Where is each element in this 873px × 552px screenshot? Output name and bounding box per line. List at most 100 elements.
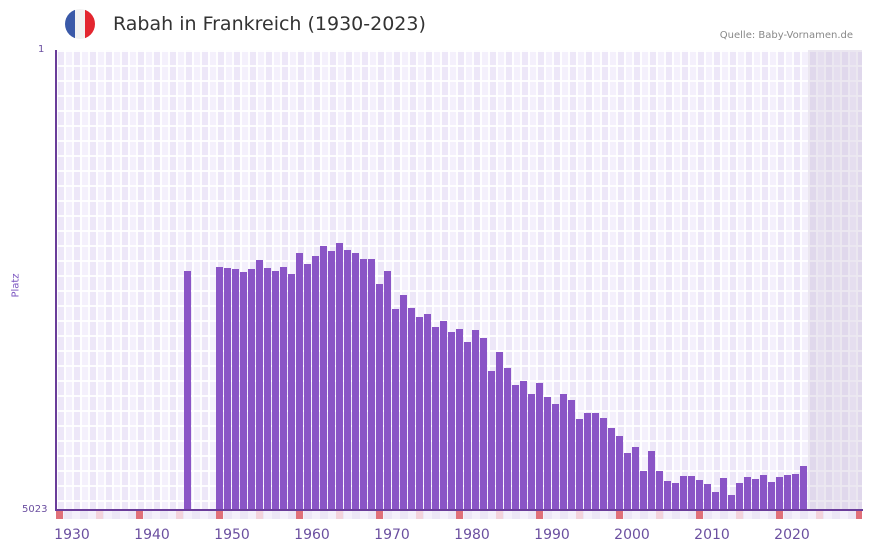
bar-2013[interactable] — [720, 477, 727, 510]
x-tick-2020: 2020 — [774, 527, 810, 543]
half-decade-marker-1985 — [496, 511, 503, 519]
bar-1991[interactable] — [544, 396, 551, 510]
bar-2020[interactable] — [776, 476, 783, 510]
decade-marker-1970 — [376, 511, 383, 519]
bar-1975[interactable] — [416, 317, 423, 510]
bar-1963[interactable] — [320, 246, 327, 510]
bar-1957[interactable] — [272, 271, 279, 510]
bar-1969[interactable] — [368, 259, 375, 510]
bar-1954[interactable] — [248, 269, 255, 510]
bar-1990[interactable] — [536, 382, 543, 510]
bar-1981[interactable] — [464, 342, 471, 510]
bar-2012[interactable] — [712, 491, 719, 510]
bar-2014[interactable] — [728, 494, 735, 510]
bar-1968[interactable] — [360, 259, 367, 510]
bar-1994[interactable] — [568, 400, 575, 510]
bar-1985[interactable] — [496, 352, 503, 510]
x-tick-1980: 1980 — [454, 527, 490, 543]
bar-1982[interactable] — [472, 330, 479, 510]
bar-2018[interactable] — [760, 474, 767, 510]
bar-2011[interactable] — [704, 484, 711, 510]
bar-1983[interactable] — [480, 337, 487, 510]
bar-1946[interactable] — [184, 271, 191, 510]
bar-1973[interactable] — [400, 295, 407, 510]
bar-1988[interactable] — [520, 380, 527, 510]
half-decade-marker-1955 — [256, 511, 263, 519]
bar-2023[interactable] — [800, 465, 807, 510]
x-tick-1960: 1960 — [294, 527, 330, 543]
half-decade-marker-1995 — [576, 511, 583, 519]
bar-2017[interactable] — [752, 478, 759, 510]
bar-2003[interactable] — [640, 470, 647, 510]
y-axis-line — [55, 50, 57, 511]
bar-2008[interactable] — [680, 475, 687, 510]
bar-1962[interactable] — [312, 256, 319, 510]
bar-1979[interactable] — [448, 332, 455, 510]
bar-1997[interactable] — [592, 413, 599, 510]
bar-2009[interactable] — [688, 475, 695, 510]
bar-1974[interactable] — [408, 308, 415, 510]
bar-2002[interactable] — [632, 446, 639, 510]
bar-1970[interactable] — [376, 284, 383, 510]
bar-1989[interactable] — [528, 393, 535, 510]
half-decade-marker-2015 — [736, 511, 743, 519]
decade-marker-2000 — [616, 511, 623, 519]
bar-1950[interactable] — [216, 267, 223, 510]
bar-1987[interactable] — [512, 384, 519, 510]
flag-red-stripe — [85, 9, 95, 39]
bar-2021[interactable] — [784, 474, 791, 510]
bar-1998[interactable] — [600, 417, 607, 510]
half-decade-marker-1935 — [96, 511, 103, 519]
bar-1951[interactable] — [224, 268, 231, 510]
decade-marker-1980 — [456, 511, 463, 519]
x-tick-1950: 1950 — [214, 527, 250, 543]
bar-1995[interactable] — [576, 418, 583, 510]
bar-1953[interactable] — [240, 272, 247, 510]
bar-1972[interactable] — [392, 309, 399, 510]
bar-1992[interactable] — [552, 403, 559, 510]
flag-white-stripe — [75, 9, 85, 39]
bar-1966[interactable] — [344, 250, 351, 510]
bar-1977[interactable] — [432, 327, 439, 510]
plot-area — [56, 50, 862, 510]
bar-1956[interactable] — [264, 268, 271, 510]
bar-1971[interactable] — [384, 271, 391, 510]
decade-marker-2020 — [776, 511, 783, 519]
bar-1999[interactable] — [608, 427, 615, 510]
bar-1959[interactable] — [288, 274, 295, 510]
bar-1958[interactable] — [280, 267, 287, 510]
half-decade-marker-1945 — [176, 511, 183, 519]
bar-2007[interactable] — [672, 482, 679, 510]
bar-2019[interactable] — [768, 481, 775, 510]
france-flag-icon — [65, 9, 95, 39]
bar-1978[interactable] — [440, 321, 447, 510]
bar-1993[interactable] — [560, 393, 567, 510]
bar-2005[interactable] — [656, 470, 663, 510]
bar-2022[interactable] — [792, 474, 799, 510]
bar-1980[interactable] — [456, 329, 463, 510]
bar-2010[interactable] — [696, 479, 703, 510]
bar-2016[interactable] — [744, 476, 751, 510]
bar-1986[interactable] — [504, 367, 511, 510]
bar-1961[interactable] — [304, 264, 311, 510]
x-axis-line — [55, 509, 863, 511]
bar-1955[interactable] — [256, 260, 263, 510]
y-axis-bottom-label: 5023 — [22, 504, 48, 515]
bar-2004[interactable] — [648, 450, 655, 510]
bar-1996[interactable] — [584, 413, 591, 510]
bar-1960[interactable] — [296, 253, 303, 510]
bar-1952[interactable] — [232, 269, 239, 510]
year-marker-strip — [56, 511, 862, 519]
bar-2001[interactable] — [624, 452, 631, 510]
bar-1964[interactable] — [328, 251, 335, 510]
bar-1965[interactable] — [336, 243, 343, 510]
half-decade-marker-1975 — [416, 511, 423, 519]
bar-1976[interactable] — [424, 314, 431, 510]
bar-1967[interactable] — [352, 253, 359, 510]
bar-1984[interactable] — [488, 370, 495, 510]
half-decade-marker-2005 — [656, 511, 663, 519]
bar-2015[interactable] — [736, 482, 743, 510]
y-axis-top-label: 1 — [38, 44, 45, 55]
bar-2006[interactable] — [664, 480, 671, 510]
bar-2000[interactable] — [616, 436, 623, 510]
